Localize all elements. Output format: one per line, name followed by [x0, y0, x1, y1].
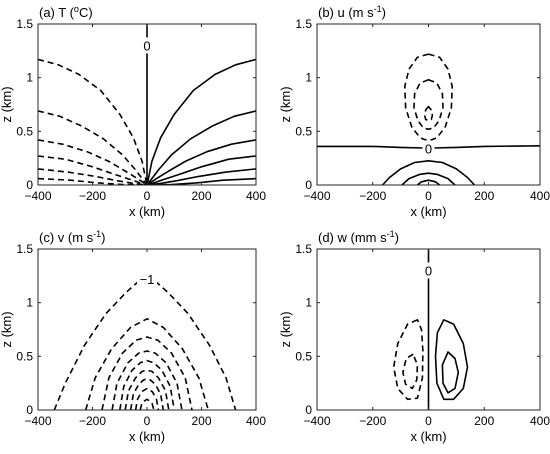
- contour-line-dashed: [404, 53, 453, 142]
- contour-line-dashed: [38, 155, 148, 185]
- y-tick-label: 0: [305, 178, 312, 192]
- x-tick-label: 400: [246, 414, 266, 428]
- contour-line-solid: [401, 172, 456, 185]
- x-tick-label: −400: [24, 414, 51, 428]
- contour-line-dashed: [124, 369, 170, 410]
- y-axis-label: z (km): [278, 86, 293, 122]
- contour-label: 0: [425, 142, 432, 157]
- y-tick-label: 1.5: [295, 17, 312, 31]
- contour-line-dashed: [154, 280, 237, 410]
- x-tick-label: 0: [425, 189, 432, 203]
- contour-line-solid: [146, 110, 256, 185]
- x-tick-label: 0: [144, 414, 151, 428]
- contour-label-bg: [141, 37, 153, 54]
- y-tick-label: 0.5: [295, 124, 312, 138]
- x-tick-label: −200: [79, 189, 106, 203]
- contour-line-solid: [441, 351, 460, 394]
- contour-line-dashed: [413, 79, 444, 130]
- y-axis-label: z (km): [0, 86, 14, 122]
- y-tick-label: 1: [26, 71, 33, 85]
- x-tick-label: 200: [191, 414, 211, 428]
- contour-group: [53, 280, 237, 410]
- contour-line-dashed: [53, 280, 140, 410]
- contour-line-dashed: [392, 319, 424, 401]
- contour-line-dashed: [119, 359, 176, 410]
- contour-label: 0: [143, 38, 150, 53]
- y-tick-label: 1: [26, 296, 33, 310]
- x-axis-label: x (km): [129, 204, 165, 219]
- x-tick-label: 400: [530, 189, 550, 203]
- y-tick-label: 0: [305, 403, 312, 417]
- x-tick-label: 0: [425, 414, 432, 428]
- y-tick-label: 0.5: [16, 349, 33, 363]
- contour-group: [317, 53, 540, 185]
- panel-title: (c) v (m s-1): [39, 229, 106, 245]
- contour-line-solid: [317, 145, 425, 149]
- x-tick-label: −400: [303, 414, 330, 428]
- panel-c-v-wind: −1 −400 −200 0 200 400 0 0.5 1 1.5 x (km) z (km) (c)…: [0, 229, 266, 444]
- panel-title: (d) w (mm s-1): [318, 229, 399, 245]
- y-tick-label: 0: [26, 178, 33, 192]
- x-tick-label: 200: [474, 414, 494, 428]
- contour-line-dashed: [111, 350, 183, 410]
- x-tick-label: 200: [191, 189, 211, 203]
- contour-line-dashed: [402, 353, 419, 390]
- contour-line-solid: [416, 179, 441, 185]
- contour-line-dashed: [423, 105, 434, 122]
- x-tick-label: −200: [79, 414, 106, 428]
- y-axis-label: z (km): [278, 311, 293, 347]
- y-tick-label: 1.5: [16, 242, 33, 256]
- contour-line-dashed: [38, 58, 148, 185]
- contour-label-bg: [422, 140, 435, 157]
- y-tick-label: 0: [26, 403, 33, 417]
- y-tick-label: 1: [305, 296, 312, 310]
- x-tick-label: 200: [474, 189, 494, 203]
- y-tick-label: 1: [305, 71, 312, 85]
- panel-title: (a) T (oC): [39, 4, 93, 20]
- x-tick-label: −400: [303, 189, 330, 203]
- x-tick-label: −400: [24, 189, 51, 203]
- y-axis-label: z (km): [0, 311, 14, 347]
- y-tick-label: 0.5: [16, 124, 33, 138]
- x-tick-label: 400: [246, 189, 266, 203]
- contour-line-dashed: [101, 336, 193, 410]
- panel-title: (b) u (m s-1): [318, 4, 386, 20]
- contour-line-dashed: [139, 398, 155, 410]
- contour-line-dashed: [134, 387, 160, 410]
- contour-line-dashed: [38, 139, 148, 185]
- contour-line-dashed: [84, 318, 210, 410]
- contour-label-bg: [137, 271, 157, 288]
- x-tick-label: 400: [530, 414, 550, 428]
- contour-label-bg: [422, 262, 435, 279]
- contour-line-solid: [432, 145, 540, 149]
- x-axis-label: x (km): [410, 204, 446, 219]
- x-tick-label: 0: [144, 189, 151, 203]
- y-tick-label: 0.5: [295, 349, 312, 363]
- contour-line-solid: [146, 58, 256, 185]
- contour-line-dashed: [38, 110, 148, 185]
- contour-line-solid: [434, 319, 469, 401]
- x-tick-label: −200: [359, 414, 386, 428]
- x-axis-label: x (km): [410, 429, 446, 444]
- y-tick-label: 1.5: [16, 17, 33, 31]
- contour-line-solid: [146, 155, 256, 185]
- contour-line-solid: [146, 168, 256, 185]
- x-tick-label: −200: [359, 189, 386, 203]
- y-tick-label: 1.5: [295, 242, 312, 256]
- contour-line-solid: [381, 160, 476, 185]
- contour-line-dashed: [38, 168, 148, 185]
- contour-label: 0: [425, 263, 432, 278]
- contour-line-dashed: [129, 378, 165, 410]
- contour-label: −1: [140, 272, 155, 287]
- x-axis-label: x (km): [129, 429, 165, 444]
- contour-line-solid: [146, 139, 256, 185]
